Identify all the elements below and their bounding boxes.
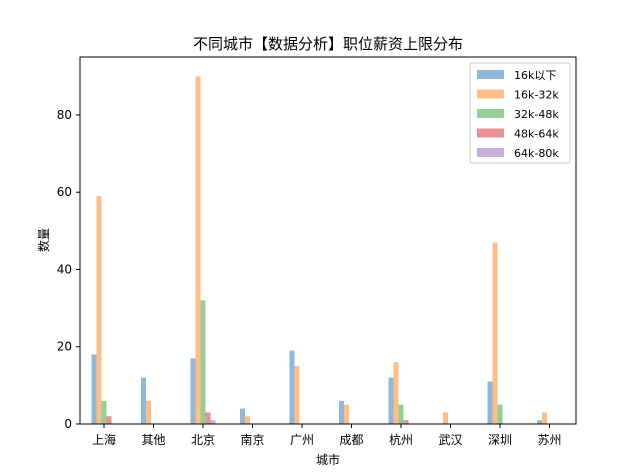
x-tick-label: 上海 bbox=[92, 432, 116, 447]
legend-label: 48k-64k bbox=[514, 128, 559, 141]
bar-3-杭州 bbox=[398, 404, 404, 424]
legend-label: 16k-32k bbox=[514, 89, 559, 102]
x-tick-label: 武汉 bbox=[438, 433, 462, 447]
x-tick-label: 北京 bbox=[191, 433, 215, 447]
x-tick-label: 南京 bbox=[240, 432, 264, 447]
bar-5-北京 bbox=[210, 420, 216, 424]
legend-swatch bbox=[477, 148, 504, 157]
bar-1-杭州 bbox=[388, 377, 394, 424]
bar-3-深圳 bbox=[497, 404, 503, 424]
bar-2-广州 bbox=[294, 366, 300, 424]
y-tick-label: 40 bbox=[57, 262, 72, 276]
legend-items: 16k以下 16k-32k 32k-48k 48k-64k 64k-80k bbox=[477, 69, 559, 160]
legend-frame bbox=[469, 62, 571, 164]
x-tick-label: 成都 bbox=[339, 433, 363, 447]
chart-title: 不同城市【数据分析】职位薪资上限分布 bbox=[193, 35, 463, 53]
bar-1-北京 bbox=[190, 358, 196, 424]
bar-1-广州 bbox=[289, 350, 295, 424]
bar-1-其他 bbox=[141, 377, 146, 424]
bar-2-其他 bbox=[146, 400, 151, 424]
x-tick-label: 其他 bbox=[141, 433, 165, 447]
bar-4-北京 bbox=[205, 412, 211, 424]
legend-swatch bbox=[477, 70, 504, 79]
plot-frame bbox=[79, 56, 577, 425]
x-tick-label: 苏州 bbox=[537, 433, 561, 447]
legend-swatch bbox=[477, 128, 504, 138]
bars-layer bbox=[91, 76, 547, 424]
bar-2-杭州 bbox=[393, 362, 399, 424]
x-tick-label: 广州 bbox=[290, 433, 314, 447]
legend-swatch bbox=[477, 109, 504, 118]
bar-4-上海 bbox=[106, 416, 112, 424]
y-tick-label: 20 bbox=[57, 340, 72, 354]
y-axis-label: 数量 bbox=[36, 228, 51, 252]
x-tick-label: 深圳 bbox=[488, 433, 512, 447]
bar-2-上海 bbox=[96, 196, 102, 424]
legend-label: 64k-80k bbox=[514, 147, 559, 160]
legend-label: 32k-48k bbox=[514, 108, 559, 121]
bar-2-深圳 bbox=[492, 242, 498, 424]
y-tick-label: 80 bbox=[57, 108, 72, 122]
bar-2-苏州 bbox=[542, 412, 547, 424]
y-tick-label: 0 bbox=[64, 417, 72, 431]
y-axis: 0 20 40 60 80 bbox=[57, 108, 80, 431]
bar-1-南京 bbox=[240, 408, 245, 424]
bar-2-北京 bbox=[195, 76, 201, 424]
bar-1-成都 bbox=[339, 400, 344, 424]
bar-1-苏州 bbox=[537, 420, 542, 424]
legend-label: 16k以下 bbox=[514, 69, 556, 82]
x-axis-label: 城市 bbox=[316, 452, 340, 467]
bar-3-上海 bbox=[101, 400, 107, 424]
y-tick-label: 60 bbox=[57, 185, 72, 199]
bar-2-南京 bbox=[245, 416, 250, 424]
bar-2-成都 bbox=[344, 404, 349, 424]
bar-1-深圳 bbox=[487, 381, 493, 424]
bar-3-北京 bbox=[200, 300, 206, 424]
legend-swatch bbox=[477, 89, 504, 99]
legend: 16k以下 16k-32k 32k-48k 48k-64k 64k-80k bbox=[469, 62, 571, 164]
bar-1-上海 bbox=[91, 354, 97, 424]
x-tick-label: 杭州 bbox=[389, 432, 413, 447]
x-axis: 上海 其他 北京 南京 广州 成都 杭州 武汉 深圳 苏州 bbox=[92, 424, 562, 447]
bar-4-杭州 bbox=[403, 420, 409, 424]
bar-2-武汉 bbox=[443, 412, 448, 424]
